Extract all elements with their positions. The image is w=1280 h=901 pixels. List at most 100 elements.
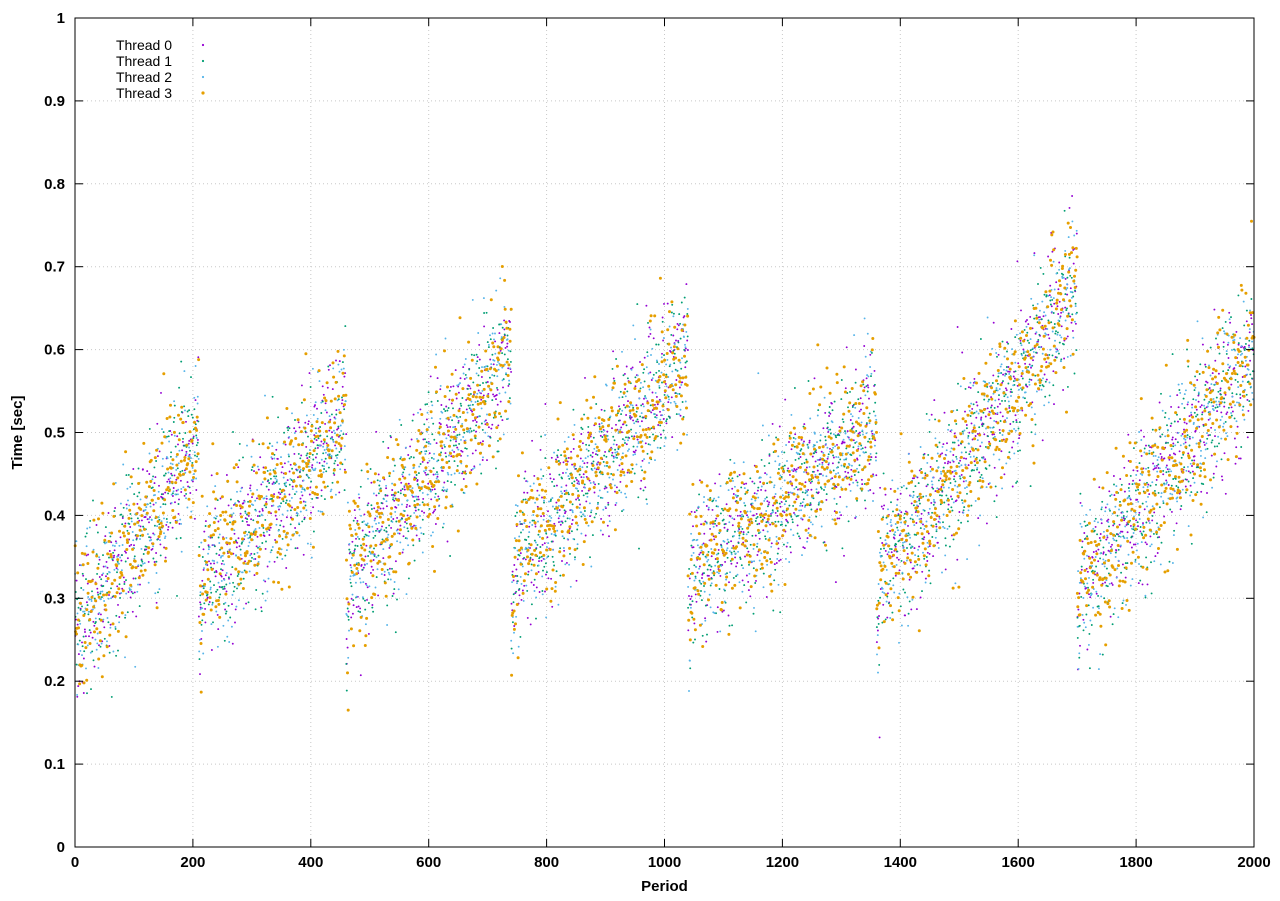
data-point [616,486,618,488]
data-point [512,621,514,623]
data-point [594,467,596,469]
data-point [1037,339,1039,341]
data-point [289,484,291,486]
data-point [1009,410,1011,412]
data-point [393,593,395,595]
data-point [1156,465,1158,467]
data-point [249,537,251,539]
data-point [538,560,540,562]
data-point [389,435,391,437]
data-point [159,543,161,545]
data-point [894,538,896,540]
data-point [110,597,112,599]
data-point [83,650,85,652]
data-point [149,516,151,518]
data-point [325,470,327,472]
data-point [648,336,650,338]
data-point [961,474,963,476]
data-point [1035,352,1037,354]
data-point [363,536,365,538]
data-point [288,455,290,457]
data-point [674,353,676,355]
data-point [1225,421,1227,423]
data-point [1231,415,1233,417]
data-point [543,502,545,504]
data-point [788,494,790,496]
data-point [545,562,547,564]
data-point [623,374,625,376]
data-point [308,420,310,422]
data-point [891,612,893,614]
data-point [580,476,582,478]
data-point [606,385,608,387]
data-point [950,482,952,484]
data-point [162,465,164,467]
data-point [869,412,871,414]
data-point [350,575,352,577]
data-point [414,560,416,562]
data-point [115,628,117,630]
data-point [193,408,195,410]
data-point [449,426,451,428]
data-point [272,483,274,485]
data-point [731,552,733,554]
data-point [837,518,839,520]
data-point [216,562,218,564]
data-point [1202,483,1204,485]
data-point [323,468,325,470]
data-point [790,551,792,553]
data-point [629,412,631,414]
data-point [976,469,978,471]
data-point [251,496,253,498]
data-point [1183,466,1185,468]
data-point [101,643,103,645]
data-point [528,547,530,549]
data-point [1217,391,1219,393]
data-point [952,442,954,444]
data-point [437,495,439,497]
data-point [795,486,797,488]
data-point [434,509,436,511]
data-point [1158,492,1160,494]
data-point [385,531,387,533]
data-point [1060,312,1062,314]
data-point [1087,587,1089,589]
data-point [1018,428,1020,430]
data-point [236,542,238,544]
data-point [135,578,137,580]
data-point [484,366,486,368]
data-point [1045,361,1047,363]
data-point [402,552,404,554]
data-point [746,575,748,577]
data-point [507,385,509,387]
data-point [365,623,367,625]
data-point [364,609,366,611]
data-point [546,556,548,558]
data-point [662,340,664,342]
data-point [185,421,187,423]
data-point [698,554,700,556]
data-point [691,511,693,513]
data-point [140,548,142,550]
data-point [724,527,726,529]
data-point [835,486,837,488]
data-point [160,554,162,556]
data-point [580,533,582,535]
data-point [572,503,574,505]
data-point [159,539,161,541]
data-point [237,500,239,502]
data-point [564,509,566,511]
data-point [918,500,920,502]
data-point [415,510,417,512]
data-point [864,499,866,501]
data-point [346,614,348,616]
data-point [1067,335,1069,337]
data-point [777,553,779,555]
data-point [391,521,393,523]
data-point [198,458,200,460]
data-point [1221,475,1223,477]
data-point [120,514,122,516]
data-point [1027,366,1029,368]
data-point [828,415,830,417]
data-point [263,579,265,581]
